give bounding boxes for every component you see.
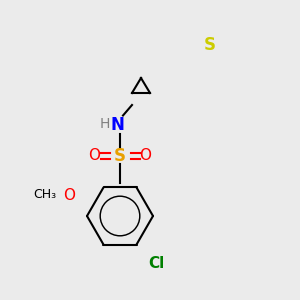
Text: O: O — [63, 188, 75, 202]
Text: CH₃: CH₃ — [33, 188, 57, 202]
Text: S: S — [114, 147, 126, 165]
Text: N: N — [110, 116, 124, 134]
Text: O: O — [140, 148, 152, 164]
Text: Cl: Cl — [148, 256, 164, 272]
Text: H: H — [100, 118, 110, 131]
Text: O: O — [88, 148, 101, 164]
Text: S: S — [204, 36, 216, 54]
